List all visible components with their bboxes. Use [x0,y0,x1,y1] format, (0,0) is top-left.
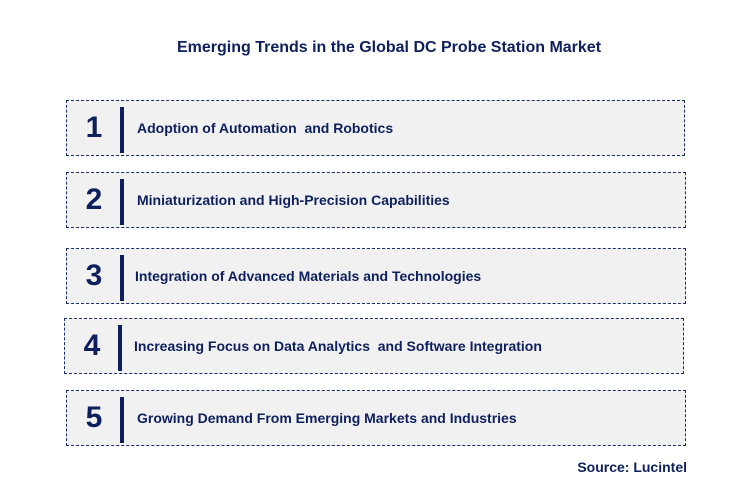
trend-divider [120,397,124,443]
trend-label: Increasing Focus on Data Analytics and S… [134,338,542,354]
trend-number: 5 [85,401,103,434]
trend-number: 2 [85,183,103,216]
trend-item-3: 3 Integration of Advanced Materials and … [66,248,686,304]
trend-number: 4 [83,329,101,362]
trend-item-4: 4 Increasing Focus on Data Analytics and… [64,318,684,374]
trend-label: Miniaturization and High-Precision Capab… [137,192,450,208]
trend-number: 1 [85,111,103,144]
trend-number: 3 [85,259,103,292]
trend-item-2: 2 Miniaturization and High-Precision Cap… [66,172,686,228]
trend-label: Growing Demand From Emerging Markets and… [137,410,517,426]
diagram-title: Emerging Trends in the Global DC Probe S… [176,39,602,56]
trend-divider [120,255,124,301]
trend-divider [120,107,124,153]
trend-divider [118,325,122,371]
source-credit: Source: Lucintel [577,459,687,475]
trend-label: Integration of Advanced Materials and Te… [135,268,482,284]
trend-divider [120,179,124,225]
trend-item-5: 5 Growing Demand From Emerging Markets a… [66,390,686,446]
trend-item-1: 1 Adoption of Automation and Robotics [66,100,685,156]
trend-label: Adoption of Automation and Robotics [137,120,394,136]
